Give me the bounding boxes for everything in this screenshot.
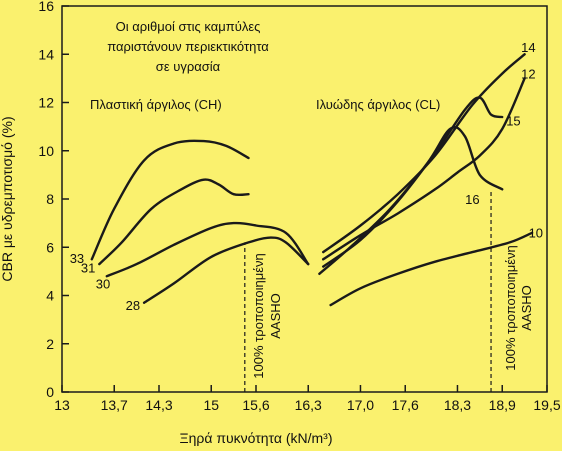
curve-label-28: 28 (126, 298, 140, 313)
curve-moisture-31 (98, 178, 250, 266)
y-tick-label: 14 (38, 46, 54, 62)
aasho-left-line-1: 100% τροποποιημένη (251, 253, 266, 378)
y-tick-label: 16 (38, 0, 54, 14)
reference-lines (244, 191, 492, 392)
y-axis-ticks: 0 2 4 6 8 10 12 14 16 (38, 0, 69, 400)
curve-moisture-33 (90, 139, 250, 261)
group-label-cl: Ιλυώδης άργιλος (CL) (316, 97, 440, 112)
curve-label-16: 16 (465, 192, 479, 207)
y-tick-label: 12 (38, 95, 54, 111)
y-tick-label: 8 (46, 191, 54, 207)
x-tick-label: 19,5 (533, 397, 560, 413)
aasho-right-line-2: AASHO (519, 285, 534, 331)
x-tick-label: 16,3 (295, 397, 322, 413)
x-tick-label: 18,9 (489, 397, 516, 413)
x-tick-label: 17,6 (392, 397, 419, 413)
x-axis-title: Ξηρά πυκνότητα (kN/m³) (179, 430, 332, 446)
curve-label-15: 15 (506, 113, 520, 128)
y-tick-label: 10 (38, 143, 54, 159)
aasho-left-line-2: AASHO (268, 293, 283, 339)
moisture-note-line-1: Οι αριθμοί στις καμπύλες (116, 19, 261, 34)
curve-label-30: 30 (96, 276, 110, 291)
x-tick-label: 18,3 (444, 397, 471, 413)
curve-label-31: 31 (81, 261, 95, 276)
y-tick-label: 4 (46, 288, 54, 304)
curve-moisture-30 (105, 221, 310, 278)
x-tick-label: 15,6 (242, 397, 269, 413)
y-tick-label: 0 (46, 384, 54, 400)
aasho-right-line-1: 100% τροποποιημένη (503, 245, 518, 370)
x-tick-label: 14,3 (145, 397, 172, 413)
y-tick-label: 2 (46, 336, 54, 352)
curve-moisture-28 (142, 236, 310, 304)
curve-label-14: 14 (521, 40, 535, 55)
y-axis-title: CBR με υδρεμποτισμό (%) (0, 116, 15, 281)
curve-label-33: 33 (70, 251, 84, 266)
group-label-ch: Πλαστική άργιλος (CH) (90, 97, 222, 112)
x-tick-label: 17,0 (347, 397, 374, 413)
curve-moisture-12 (322, 77, 526, 261)
x-tick-label: 15 (203, 397, 219, 413)
moisture-note-line-2: παριστάνουν περιεκτικότητα (107, 39, 269, 54)
curves (90, 53, 534, 307)
moisture-note-line-3: σε υγρασία (156, 59, 221, 74)
x-tick-label: 13,7 (101, 397, 128, 413)
x-tick-label: 13 (54, 397, 70, 413)
curve-moisture-16 (318, 126, 504, 275)
curve-label-12: 12 (521, 66, 535, 81)
curve-moisture-14 (322, 53, 526, 254)
y-tick-label: 6 (46, 239, 54, 255)
curve-label-10: 10 (529, 226, 543, 241)
x-axis-ticks: 13 13,7 14,3 15 15,6 16,3 17,0 17,6 18,3 18,9 19,5 (54, 385, 561, 413)
curve-moisture-10 (329, 231, 534, 307)
